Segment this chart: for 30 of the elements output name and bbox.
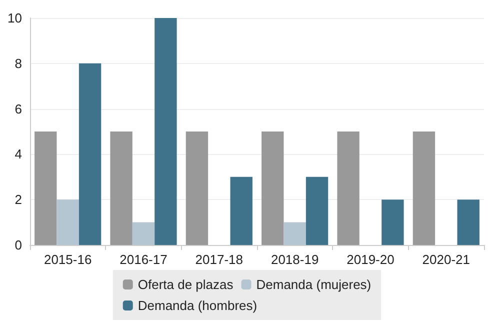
x-tick-label: 2016-17 <box>120 252 168 267</box>
bar <box>110 132 132 245</box>
y-tick-label: 4 <box>14 146 22 162</box>
bar <box>306 176 328 245</box>
y-tick-label: 8 <box>14 56 22 71</box>
x-tick-label: 2017-18 <box>195 252 244 267</box>
x-tick-label: 2019-20 <box>346 252 394 267</box>
bar <box>284 222 306 245</box>
bar <box>230 176 252 245</box>
x-tick-label: 2018-19 <box>270 252 319 267</box>
y-tick-label: 10 <box>8 10 22 26</box>
bar <box>382 200 404 245</box>
bar <box>186 132 208 245</box>
y-tick-label: 0 <box>14 238 22 252</box>
bar <box>154 18 177 245</box>
bar <box>457 200 480 245</box>
y-tick-label: 2 <box>14 192 22 208</box>
x-tick-label: 2015-16 <box>44 252 92 267</box>
bar <box>78 63 102 245</box>
bar <box>56 200 79 245</box>
legend-label: Demanda (mujeres) <box>256 277 372 292</box>
bar <box>412 132 436 245</box>
bar <box>132 222 155 245</box>
legend-label: Oferta de plazas <box>138 277 234 292</box>
y-tick-label: 6 <box>14 101 22 116</box>
bar <box>262 132 284 245</box>
bar <box>34 132 57 245</box>
legend-label: Demanda (hombres) <box>138 298 258 313</box>
x-tick-label: 2020-21 <box>422 252 470 267</box>
bar <box>337 132 360 245</box>
